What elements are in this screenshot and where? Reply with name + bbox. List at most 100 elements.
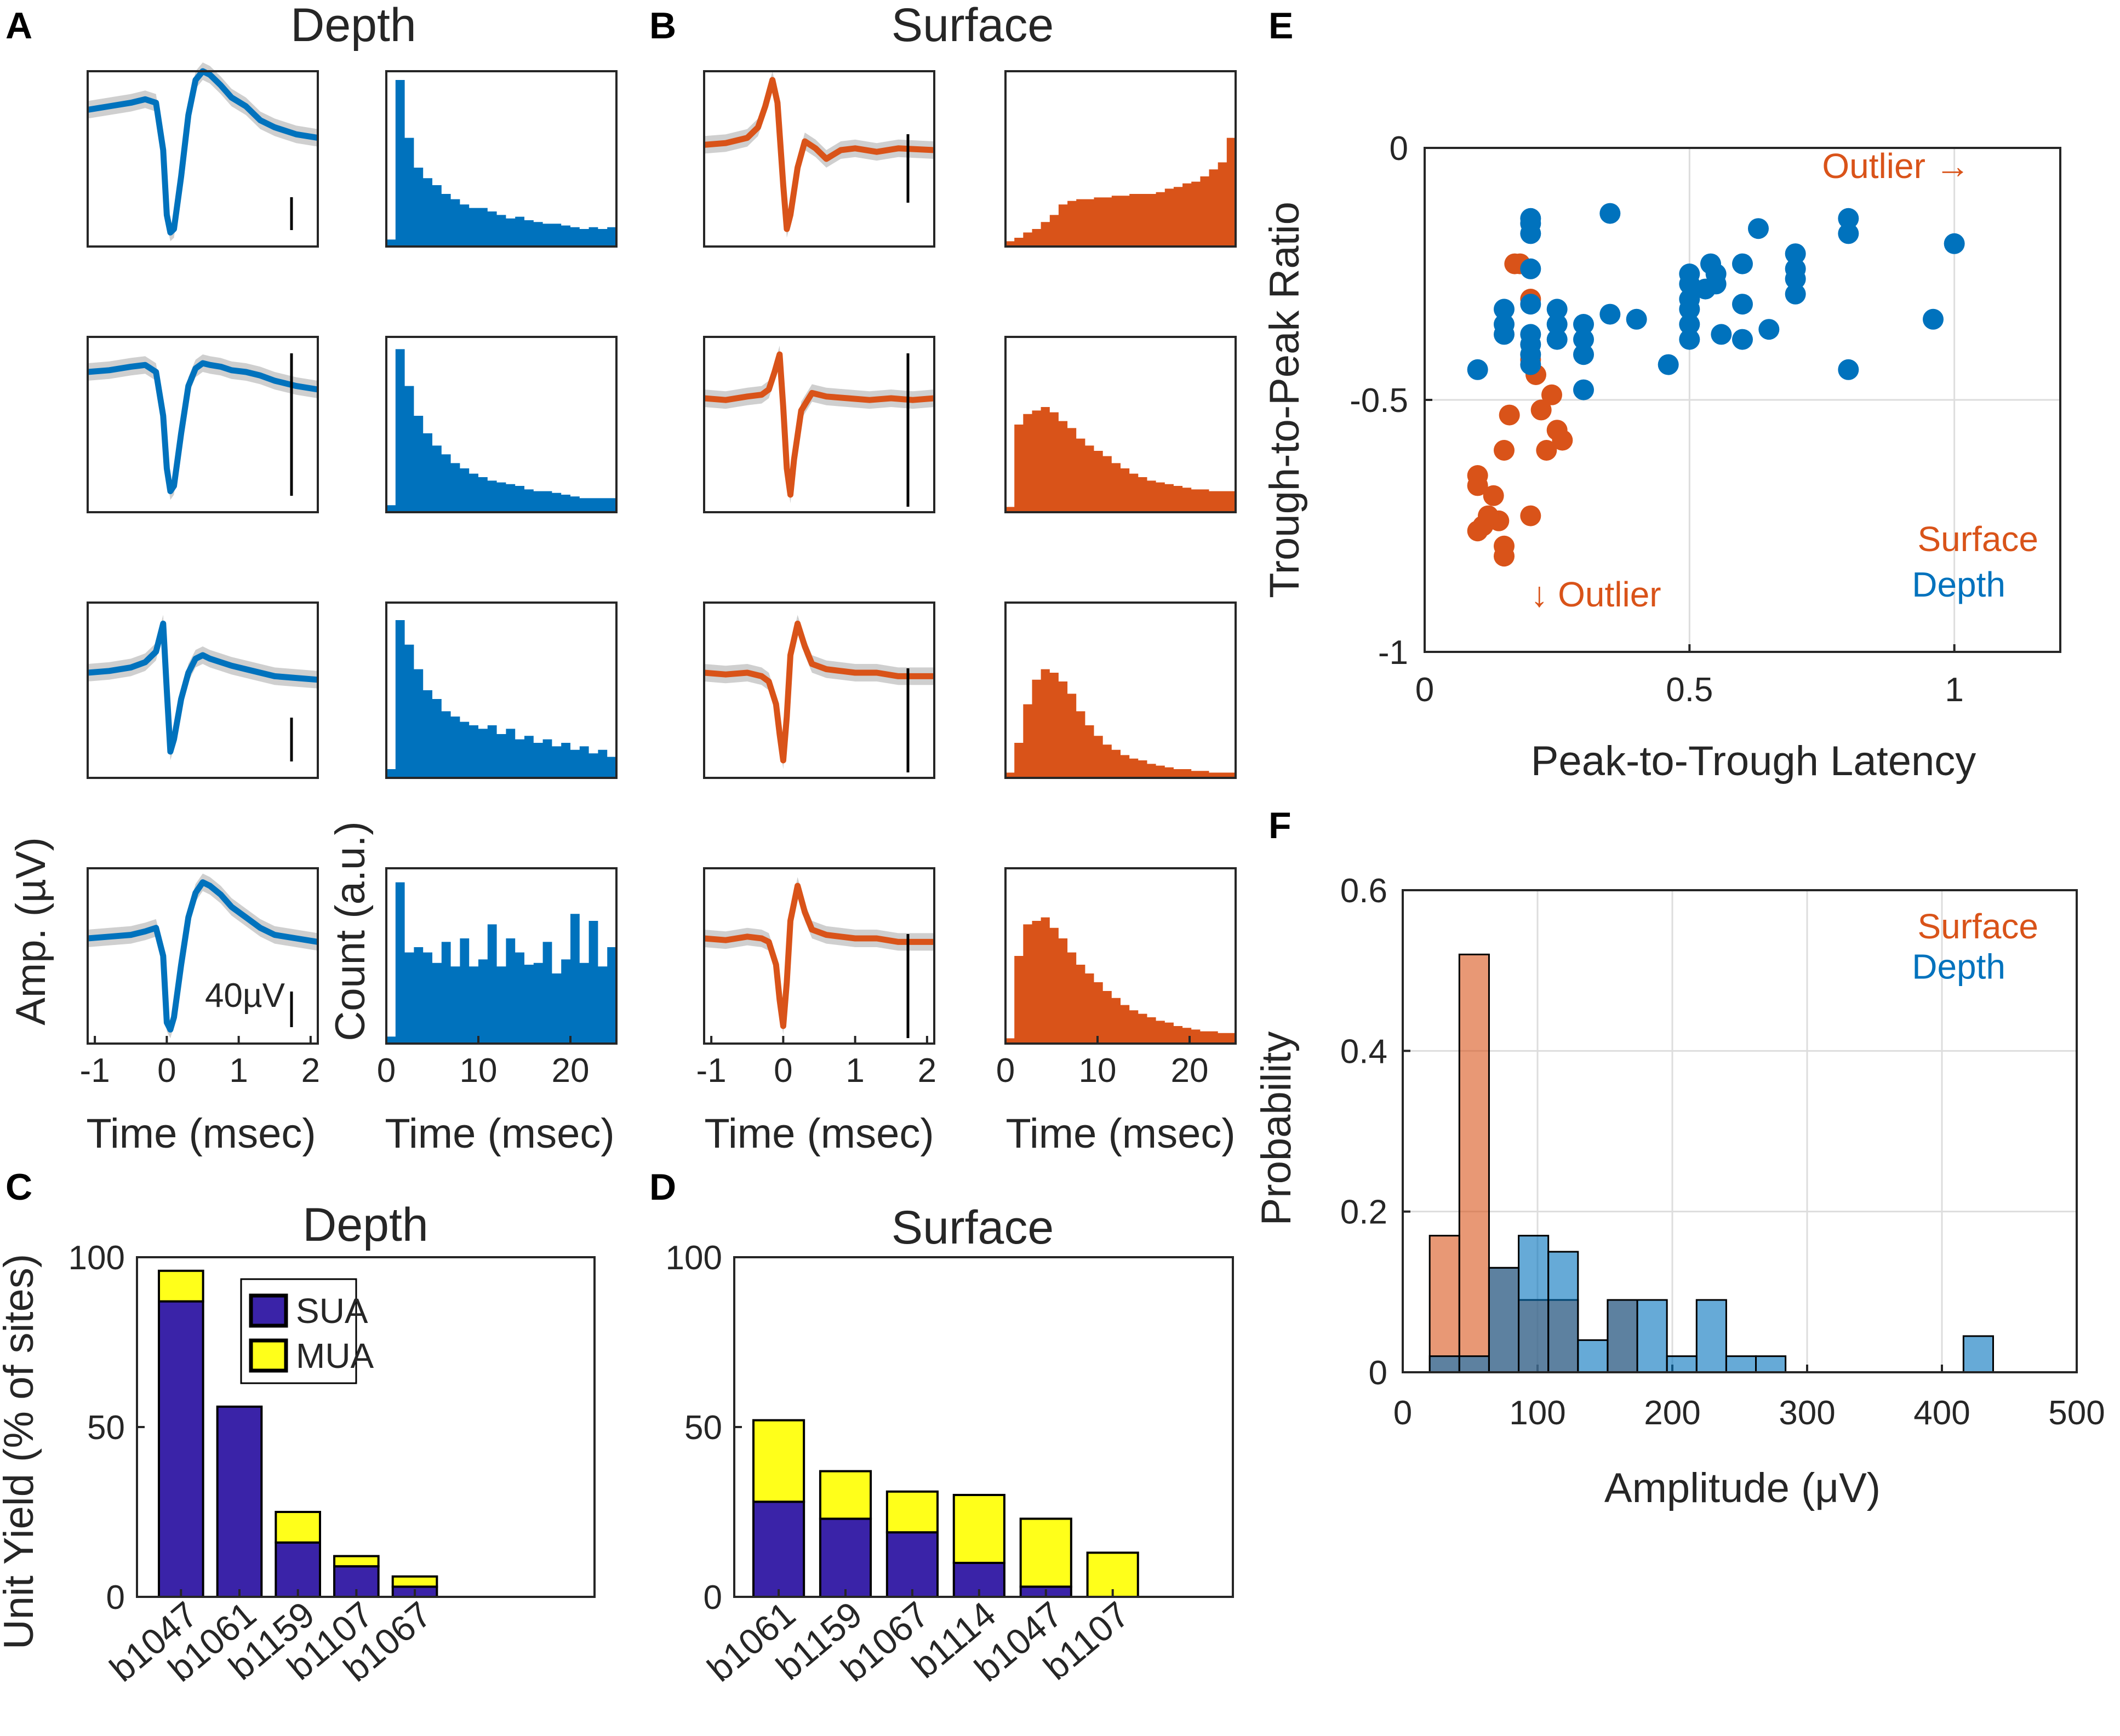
isi-histogram xyxy=(386,620,616,778)
point-depth xyxy=(1520,258,1541,279)
point-depth xyxy=(1785,268,1806,290)
point-surface xyxy=(1467,520,1488,542)
waveform-xtick-label: 2 xyxy=(301,1052,320,1090)
panel-label-e: E xyxy=(1268,5,1293,47)
waveform-xtick-label: 2 xyxy=(918,1052,936,1090)
title-b: Surface xyxy=(892,0,1054,51)
point-surface xyxy=(1494,546,1515,567)
legend-label-mua: MUA xyxy=(296,1336,374,1376)
isi-histogram xyxy=(1005,137,1236,247)
histogram-bar-depth xyxy=(1695,1299,1727,1373)
scale-bar-label: 40µV xyxy=(205,977,285,1015)
bar-axes-box xyxy=(136,1256,596,1598)
waveform-xtick-label: 0 xyxy=(774,1052,792,1090)
waveform-line xyxy=(87,620,318,755)
point-depth xyxy=(1679,329,1700,350)
bar-mua xyxy=(885,1490,939,1534)
f-xtick-label: 500 xyxy=(2048,1394,2105,1432)
point-depth xyxy=(1748,218,1769,239)
ytick-label: 100 xyxy=(68,1239,125,1277)
hist-xtick-label: 20 xyxy=(1171,1052,1209,1090)
point-surface xyxy=(1536,440,1557,461)
legend-label-depth: Depth xyxy=(1912,565,2005,604)
e-xtick-label: 0 xyxy=(1415,671,1434,709)
point-depth xyxy=(1838,223,1859,244)
annotation-outlier-down: ↓ Outlier xyxy=(1530,575,1661,614)
point-depth xyxy=(1658,354,1679,375)
ytick-label: 100 xyxy=(666,1239,722,1277)
point-depth xyxy=(1732,253,1753,274)
waveform-axes-4 xyxy=(703,867,935,1045)
legend-label-surface: Surface xyxy=(1917,519,2038,559)
hist-ylabel: Count (a.u.) xyxy=(327,821,374,1041)
legend-swatch-mua xyxy=(249,1338,288,1373)
histogram-bar-surface xyxy=(1428,1235,1460,1373)
point-surface xyxy=(1499,404,1520,426)
waveform-axes-box xyxy=(703,601,935,779)
hist-xtick-label: 20 xyxy=(552,1052,590,1090)
bar-axes-box xyxy=(733,1256,1234,1598)
f-ytick-label: 0.6 xyxy=(1340,872,1387,910)
ytick-label: 0 xyxy=(704,1579,722,1617)
histogram-bar-depth xyxy=(1518,1235,1550,1373)
bar-mua xyxy=(158,1269,204,1303)
c-ylabel: Unit Yield (% of sites) xyxy=(0,1254,42,1649)
point-depth xyxy=(1467,359,1488,380)
histogram-axes-4 xyxy=(1004,867,1237,1045)
point-depth xyxy=(1573,314,1594,335)
histogram-bar-depth xyxy=(1636,1299,1668,1373)
waveform-error-band xyxy=(704,615,934,769)
annotation-outlier-right: Outlier → xyxy=(1822,146,1970,186)
e-ytick-label: 0 xyxy=(1390,130,1408,168)
histogram-axes-box xyxy=(385,601,618,779)
bar-mua xyxy=(1019,1517,1072,1588)
histogram-axes-box xyxy=(385,336,618,513)
point-depth xyxy=(1573,344,1594,365)
scatter-axes-box xyxy=(1424,147,2061,653)
panel-label-f: F xyxy=(1268,805,1292,846)
a-hist-xlabel: Time (msec) xyxy=(385,1110,614,1157)
e-xlabel: Peak-to-Trough Latency xyxy=(1531,738,1976,784)
waveform-xtick-label: 0 xyxy=(157,1052,176,1090)
point-depth xyxy=(1944,233,1965,254)
f-ylabel: Probability xyxy=(1253,1032,1300,1226)
point-surface xyxy=(1541,384,1562,405)
waveform-line xyxy=(704,77,935,232)
histogram-bar-depth xyxy=(1962,1335,1994,1373)
histogram-axes-box xyxy=(1004,70,1237,248)
f-xtick-label: 100 xyxy=(1509,1394,1565,1432)
e-ytick-label: -0.5 xyxy=(1350,382,1408,420)
bar-sua xyxy=(885,1531,939,1598)
waveform-line xyxy=(704,883,934,1029)
waveform-axes-3 xyxy=(703,601,935,779)
point-depth xyxy=(1838,208,1859,229)
waveform-axes-box xyxy=(703,867,935,1045)
isi-histogram xyxy=(1005,669,1236,778)
waveform-error-band xyxy=(88,354,318,500)
point-surface xyxy=(1478,505,1499,526)
histogram-axes-box xyxy=(1004,336,1237,513)
bar-sua xyxy=(819,1517,872,1598)
waveform-xtick-label: -1 xyxy=(80,1052,110,1090)
point-depth xyxy=(1732,329,1753,350)
waveform-axes-1 xyxy=(87,62,319,248)
histogram-axes-box xyxy=(385,867,618,1045)
point-surface xyxy=(1467,475,1488,496)
waveform-ylabel: Amp. (µV) xyxy=(8,837,54,1025)
panel-label-a: A xyxy=(5,5,32,47)
ytick-label: 0 xyxy=(106,1579,125,1617)
waveform-error-band xyxy=(88,615,318,760)
waveform-axes-box xyxy=(87,867,319,1045)
f-xtick-label: 300 xyxy=(1779,1394,1835,1432)
point-depth xyxy=(1520,354,1541,375)
panel-a-depth-waveforms: -1 0 1 2 0 10 20 xyxy=(80,62,618,1090)
histogram-axes-3 xyxy=(1004,601,1237,779)
point-depth xyxy=(1711,324,1732,345)
bar-mua xyxy=(952,1494,1005,1564)
f-xtick-label: 200 xyxy=(1644,1394,1700,1432)
isi-histogram xyxy=(1005,917,1236,1044)
e-xtick-label: 1 xyxy=(1945,671,1963,709)
